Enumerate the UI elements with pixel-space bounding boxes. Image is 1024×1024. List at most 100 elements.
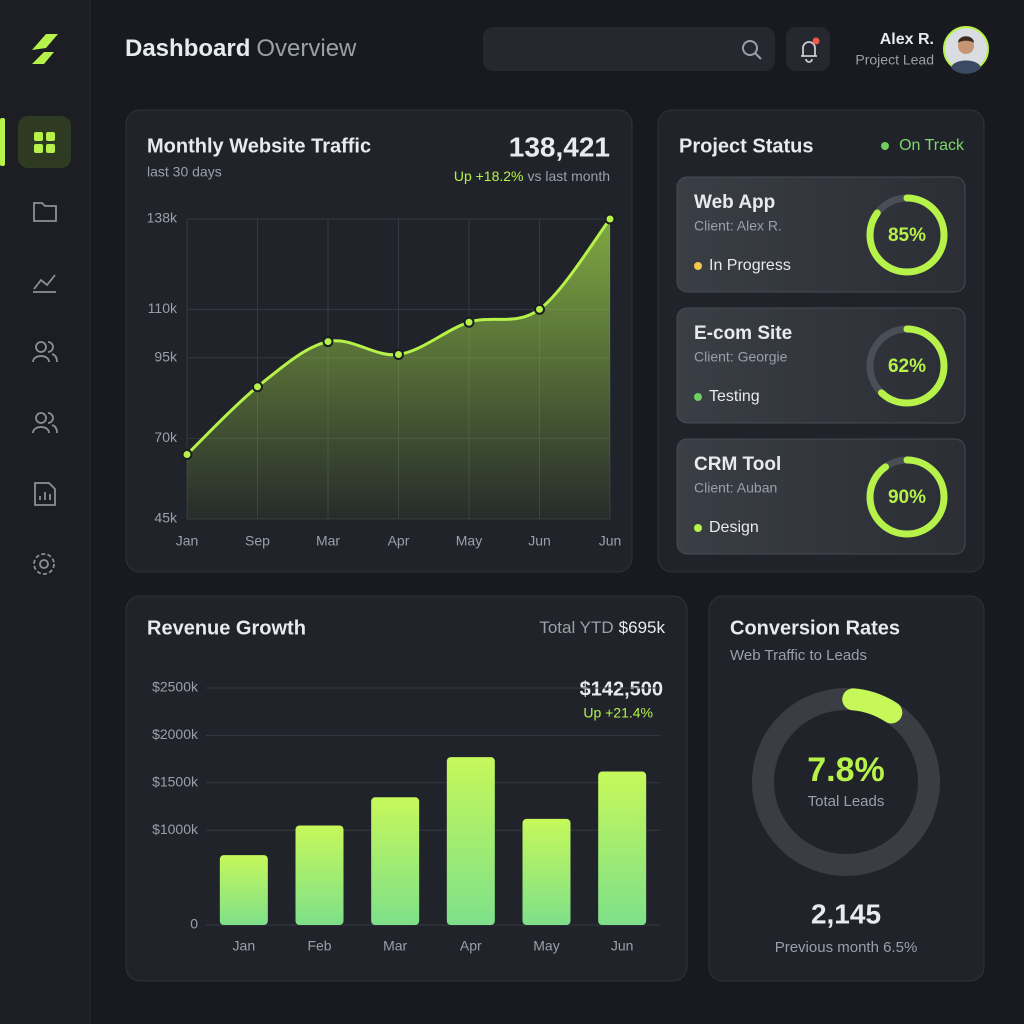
x-tick-label: Sep — [245, 533, 270, 549]
progress-label: 85% — [888, 225, 926, 246]
progress-label: 90% — [888, 487, 926, 508]
bar — [522, 818, 571, 925]
project-title: Project Status — [679, 135, 813, 157]
project-client: Client: Georgie — [694, 349, 788, 365]
project-item[interactable] — [676, 176, 966, 293]
revenue-annotation-change: Up +21.4% — [583, 705, 653, 721]
conversion-gauge — [752, 688, 940, 876]
bar — [371, 797, 420, 925]
progress-label: 62% — [888, 356, 926, 377]
project-item[interactable] — [676, 307, 966, 424]
area-fill — [187, 219, 610, 519]
notification-button[interactable] — [786, 27, 830, 71]
y-tick-label: $1000k — [152, 821, 199, 837]
data-point — [463, 316, 475, 328]
search-box[interactable] — [483, 27, 775, 71]
traffic-headline: 138,421 — [509, 131, 610, 162]
project-item[interactable] — [676, 438, 966, 555]
revenue-total: Total YTD $695k — [539, 618, 665, 637]
page-title: Dashboard Overview — [125, 35, 357, 62]
bar — [295, 825, 344, 925]
previous-month: Previous month 6.5% — [775, 939, 918, 956]
logo[interactable] — [32, 34, 58, 64]
stage-dot — [694, 524, 702, 532]
nav-team[interactable] — [32, 341, 58, 363]
y-tick-label: 70k — [154, 429, 178, 445]
y-tick-label: $2500k — [152, 679, 199, 695]
avatar[interactable] — [943, 26, 989, 74]
nav-clients[interactable] — [32, 412, 58, 434]
status-dot — [881, 142, 889, 150]
nav-analytics[interactable] — [33, 274, 56, 293]
project-status: On Track — [899, 137, 965, 154]
revenue-chart: 0 $2500k $1000k $1500k $2000k Jan Feb Mar Apr May… — [152, 679, 660, 954]
x-tick-label: May — [456, 533, 482, 549]
title-suffix: Overview — [256, 35, 357, 62]
progress-arc — [866, 456, 948, 538]
total-value: $695k — [619, 618, 666, 637]
change-note: vs last month — [528, 168, 610, 184]
active-indicator — [0, 118, 5, 166]
bar — [219, 855, 268, 925]
stage-dot — [694, 393, 702, 401]
y-tick-label: 138k — [147, 210, 178, 226]
x-tick-label: Jun — [599, 533, 622, 549]
nav-dashboard[interactable] — [18, 116, 71, 168]
project-name: CRM Tool — [694, 454, 781, 475]
conversion-arc — [752, 688, 940, 876]
project-client: Client: Alex R. — [694, 218, 782, 234]
traffic-title: Monthly Website Traffic — [147, 135, 371, 157]
project-name: Web App — [694, 192, 775, 213]
bell-icon — [801, 41, 817, 63]
user-role: Project Lead — [855, 52, 934, 68]
x-tick-label: Jun — [528, 533, 551, 549]
nav-reports[interactable] — [34, 482, 56, 506]
y-tick-label: 95k — [154, 348, 178, 364]
conversion-value: 7.8% — [807, 751, 885, 789]
project-client: Client: Auban — [694, 480, 777, 496]
lead-count: 2,145 — [811, 898, 881, 929]
revenue-title: Revenue Growth — [147, 617, 306, 639]
y-tick-label: 0 — [190, 916, 198, 932]
x-tick-label: Apr — [388, 533, 410, 549]
data-point — [534, 303, 545, 315]
y-tick-label: 45k — [154, 510, 178, 526]
project-name: E-com Site — [694, 323, 792, 344]
conversion-subtitle: Web Traffic to Leads — [730, 647, 867, 664]
data-point — [181, 448, 193, 460]
bar — [446, 757, 495, 925]
nav-settings[interactable] — [33, 553, 55, 575]
y-tick-label: $2000k — [152, 726, 199, 742]
x-tick-label: Jan — [176, 533, 199, 549]
total-label: Total YTD — [539, 618, 613, 637]
title-main: Dashboard — [125, 35, 250, 62]
user-name: Alex R. — [880, 31, 934, 48]
search-icon — [742, 40, 762, 60]
sidebar — [0, 0, 90, 1024]
x-tick-label: Apr — [460, 938, 482, 954]
x-tick-label: Jun — [611, 938, 634, 954]
change-value: Up +18.2% — [454, 168, 524, 184]
traffic-chart: 45k 70k 95k 110k 138k Jan Sep Mar Apr May Jun Jun — [147, 210, 622, 549]
project-list: Web App Client: Alex R. In Progress 85% E-co… — [676, 176, 966, 555]
nav-projects[interactable] — [33, 202, 57, 222]
data-point — [322, 336, 334, 348]
data-point — [252, 381, 263, 393]
project-stage: Testing — [709, 388, 760, 405]
x-tick-label: Feb — [307, 938, 331, 954]
conversion-caption: Total Leads — [808, 793, 885, 810]
revenue-annotation: $142,500 — [580, 678, 663, 700]
x-tick-label: Mar — [383, 938, 407, 954]
bar — [598, 771, 647, 925]
traffic-change: Up +18.2% vs last month — [454, 168, 610, 184]
conversion-title: Conversion Rates — [730, 617, 900, 639]
dashboard-icon — [34, 132, 55, 153]
y-tick-label: $1500k — [152, 774, 199, 790]
stage-dot — [694, 262, 702, 270]
project-stage: In Progress — [709, 257, 791, 274]
x-tick-label: Jan — [233, 938, 256, 954]
progress-arc — [866, 194, 948, 276]
progress-arc — [866, 325, 948, 407]
traffic-subtitle: last 30 days — [147, 164, 222, 180]
